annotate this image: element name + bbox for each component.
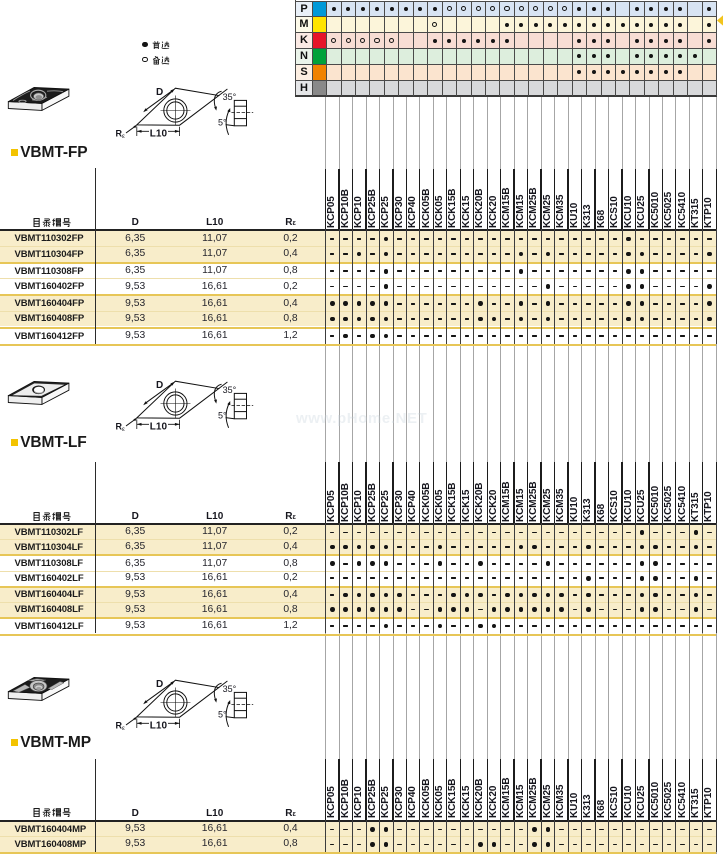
svg-text:5°: 5° <box>218 410 227 420</box>
svg-text:D: D <box>156 379 163 390</box>
svg-text:ε: ε <box>122 725 125 732</box>
svg-text:R: R <box>116 129 123 139</box>
svg-text:D: D <box>156 678 163 689</box>
svg-text:ε: ε <box>122 426 125 433</box>
svg-text:35°: 35° <box>223 385 237 395</box>
svg-text:R: R <box>116 421 123 431</box>
svg-text:35°: 35° <box>223 684 237 694</box>
svg-text:ε: ε <box>122 133 125 140</box>
svg-text:L10: L10 <box>150 128 168 139</box>
svg-text:5°: 5° <box>218 709 227 719</box>
svg-text:5°: 5° <box>218 117 227 127</box>
svg-text:D: D <box>156 87 163 98</box>
svg-text:35°: 35° <box>223 92 237 102</box>
svg-text:R: R <box>116 720 123 730</box>
svg-text:L10: L10 <box>150 421 168 432</box>
svg-text:L10: L10 <box>150 720 168 731</box>
